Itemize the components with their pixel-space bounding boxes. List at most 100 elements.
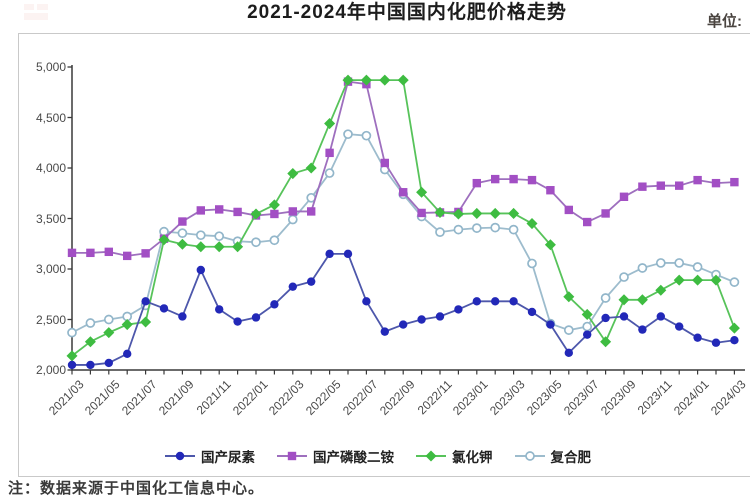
data-point — [673, 274, 685, 286]
data-point — [675, 322, 684, 331]
legend-item-国产磷酸二铵: 国产磷酸二铵 — [277, 446, 394, 466]
series-line-国产磷酸二铵 — [72, 80, 735, 257]
data-point — [268, 199, 280, 211]
plot-svg — [66, 65, 745, 375]
faint-watermark — [24, 4, 48, 20]
data-point — [379, 74, 391, 86]
legend-label: 国产磷酸二铵 — [313, 450, 394, 465]
y-axis-label: 3,500 — [35, 211, 66, 226]
data-point — [380, 327, 389, 336]
data-point — [471, 223, 482, 233]
data-point — [509, 297, 518, 306]
data-point — [343, 129, 353, 140]
data-point — [583, 217, 592, 227]
legend-open-circle-icon — [514, 451, 545, 461]
chart-legend: 国产尿素 国产磷酸二铵 氯化钾 复合肥 — [18, 444, 738, 468]
data-point — [509, 174, 518, 184]
data-point — [692, 274, 704, 286]
data-point — [85, 318, 96, 328]
data-point — [730, 177, 739, 187]
data-point — [123, 349, 132, 359]
data-point — [67, 360, 77, 370]
data-point — [178, 217, 187, 226]
data-point — [491, 174, 500, 184]
data-point — [288, 207, 297, 216]
data-point — [307, 207, 316, 216]
data-point — [655, 284, 667, 296]
data-point — [397, 74, 409, 86]
data-point — [546, 186, 555, 195]
legend-diamond-icon — [416, 450, 446, 462]
data-point — [693, 333, 702, 342]
data-point — [324, 118, 336, 130]
data-point — [490, 222, 501, 233]
data-point — [123, 251, 132, 261]
legend-label: 氯化钾 — [452, 450, 493, 465]
data-point — [453, 224, 464, 235]
data-point — [619, 192, 629, 201]
data-point — [527, 258, 537, 269]
data-point — [600, 293, 611, 303]
data-point — [729, 277, 740, 287]
data-point — [86, 360, 95, 370]
data-point — [489, 207, 501, 219]
series-line-氯化钾 — [71, 79, 736, 357]
data-point — [618, 294, 630, 306]
data-point — [692, 262, 703, 272]
data-point — [103, 327, 115, 339]
legend-label: 复合肥 — [550, 450, 592, 465]
data-point — [251, 313, 261, 322]
data-point — [730, 336, 739, 345]
data-point — [619, 312, 629, 321]
y-axis-label: 2,000 — [35, 363, 66, 377]
data-point — [140, 316, 152, 328]
data-point — [564, 348, 573, 358]
data-point — [508, 224, 519, 235]
data-point — [380, 158, 389, 168]
data-point — [674, 258, 685, 268]
data-point — [251, 237, 261, 248]
data-point — [472, 178, 481, 188]
data-point — [325, 148, 334, 158]
y-axis-label: 3,000 — [35, 262, 66, 276]
legend-circle-icon — [165, 451, 195, 461]
data-point — [675, 181, 684, 190]
data-point — [288, 282, 297, 291]
data-point — [399, 188, 408, 197]
data-point — [527, 175, 537, 185]
data-point — [619, 272, 629, 282]
data-point — [269, 235, 280, 246]
data-point — [195, 241, 207, 253]
data-point — [141, 249, 150, 258]
data-point — [563, 291, 575, 303]
data-point — [362, 297, 371, 306]
data-point — [307, 277, 316, 286]
data-point — [435, 227, 445, 237]
data-point — [324, 168, 335, 178]
data-point — [233, 317, 242, 326]
data-point — [178, 312, 187, 321]
data-point — [491, 297, 500, 306]
data-point — [471, 207, 483, 219]
data-point — [600, 336, 612, 348]
data-point — [159, 304, 169, 313]
series-line-国产尿素 — [72, 252, 735, 366]
y-axis-label: 4,000 — [35, 161, 66, 175]
data-point — [711, 338, 721, 347]
data-point — [526, 218, 538, 230]
data-point — [215, 305, 224, 314]
data-point — [305, 162, 317, 174]
series-line-复合肥 — [71, 133, 735, 334]
data-point — [636, 294, 648, 306]
data-point — [177, 228, 188, 238]
data-point — [656, 181, 665, 190]
data-point — [581, 308, 593, 320]
legend-label: 国产尿素 — [201, 450, 255, 465]
data-point — [67, 248, 77, 258]
data-point — [104, 358, 113, 368]
data-point — [195, 230, 206, 241]
data-point — [215, 205, 224, 214]
data-point — [196, 265, 205, 275]
y-axis-label: 4,500 — [35, 110, 66, 125]
